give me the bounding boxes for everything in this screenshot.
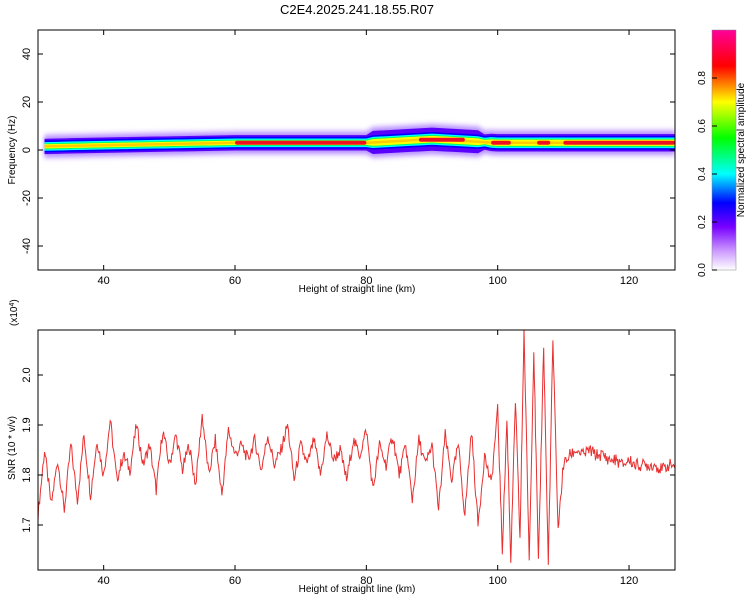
spectrogram-peak bbox=[235, 140, 367, 145]
snr-y-tick-label: 1.9 bbox=[21, 417, 33, 432]
colorbar-tick-label: 0.2 bbox=[697, 215, 708, 229]
snr-x-tick-label: 40 bbox=[98, 575, 110, 587]
colorbar-tick-label: 0.6 bbox=[697, 119, 708, 133]
snr-y-ticks: 1.7 1.8 1.9 2.0 bbox=[21, 367, 675, 533]
spectrogram-band bbox=[44, 122, 675, 160]
snr-multiplier-close: ) bbox=[9, 299, 20, 302]
spectrogram-y-tick-label: -20 bbox=[21, 190, 33, 206]
snr-x-ticks: 40 60 80 100 120 bbox=[98, 330, 638, 587]
snr-x-tick-label: 120 bbox=[620, 575, 638, 587]
snr-y-tick-label: 1.8 bbox=[21, 467, 33, 482]
spectrogram-y-ticks: -40 -20 0 20 40 bbox=[21, 48, 675, 254]
figure-title: C2E4.2025.241.18.55.R07 bbox=[280, 2, 434, 17]
snr-y-label: SNR (10 * v/v) bbox=[7, 416, 18, 480]
snr-x-tick-label: 80 bbox=[360, 575, 372, 587]
snr-y-tick-label: 2.0 bbox=[21, 367, 33, 382]
spectrogram-x-tick-label: 40 bbox=[98, 275, 110, 287]
colorbar-label: Normalized spectral amplitude bbox=[736, 82, 747, 217]
spectrogram-peak bbox=[537, 140, 551, 145]
spectrogram-peak bbox=[491, 140, 511, 145]
spectrogram-x-tick-label: 60 bbox=[229, 275, 241, 287]
colorbar: 0.0 0.2 0.4 0.6 0.8 Normalized spectral ampl… bbox=[697, 29, 747, 277]
spectrogram-y-label: Frequency (Hz) bbox=[7, 116, 18, 185]
spectrogram-x-ticks: 40 60 80 100 120 bbox=[98, 30, 638, 287]
spectrogram-y-tick-label: -40 bbox=[21, 238, 33, 254]
snr-y-tick-label: 1.7 bbox=[21, 517, 33, 532]
snr-x-tick-label: 60 bbox=[229, 575, 241, 587]
snr-panel: 40 60 80 100 120 1.7 1.8 1.9 2.0 Height of stra… bbox=[7, 299, 676, 595]
spectrogram-x-tick-label: 100 bbox=[489, 275, 507, 287]
spectrogram-x-tick-label: 80 bbox=[360, 275, 372, 287]
colorbar-ticks: 0.0 0.2 0.4 0.6 0.8 bbox=[697, 71, 717, 277]
spectrogram-peak bbox=[418, 137, 465, 142]
svg-text:(x104): (x104) bbox=[9, 299, 21, 326]
snr-x-label: Height of straight line (km) bbox=[299, 584, 416, 595]
spectrogram-y-tick-label: 20 bbox=[21, 96, 33, 108]
snr-series-line bbox=[38, 330, 675, 565]
colorbar-tick-label: 0.0 bbox=[697, 263, 708, 277]
spectrogram-x-tick-label: 120 bbox=[620, 275, 638, 287]
snr-multiplier-exp: 4 bbox=[9, 303, 16, 307]
snr-multiplier-base: (x10 bbox=[9, 306, 20, 326]
spectrogram-panel: 40 60 80 100 120 -40 -20 0 20 40 Height of strai… bbox=[7, 29, 676, 295]
snr-x-tick-label: 100 bbox=[489, 575, 507, 587]
colorbar-tick-label: 0.8 bbox=[697, 71, 708, 85]
snr-plot-area bbox=[38, 330, 675, 570]
colorbar-frame bbox=[711, 29, 737, 271]
colorbar-gradient bbox=[712, 30, 736, 270]
snr-frame bbox=[37, 329, 676, 571]
spectrogram-peak bbox=[563, 140, 675, 145]
spectrogram-y-tick-label: 0 bbox=[21, 147, 33, 153]
colorbar-tick-label: 0.4 bbox=[697, 167, 708, 181]
snr-y-multiplier: (x104) bbox=[9, 299, 21, 326]
spectrogram-x-label: Height of straight line (km) bbox=[299, 284, 416, 295]
spectrogram-y-tick-label: 40 bbox=[21, 48, 33, 60]
